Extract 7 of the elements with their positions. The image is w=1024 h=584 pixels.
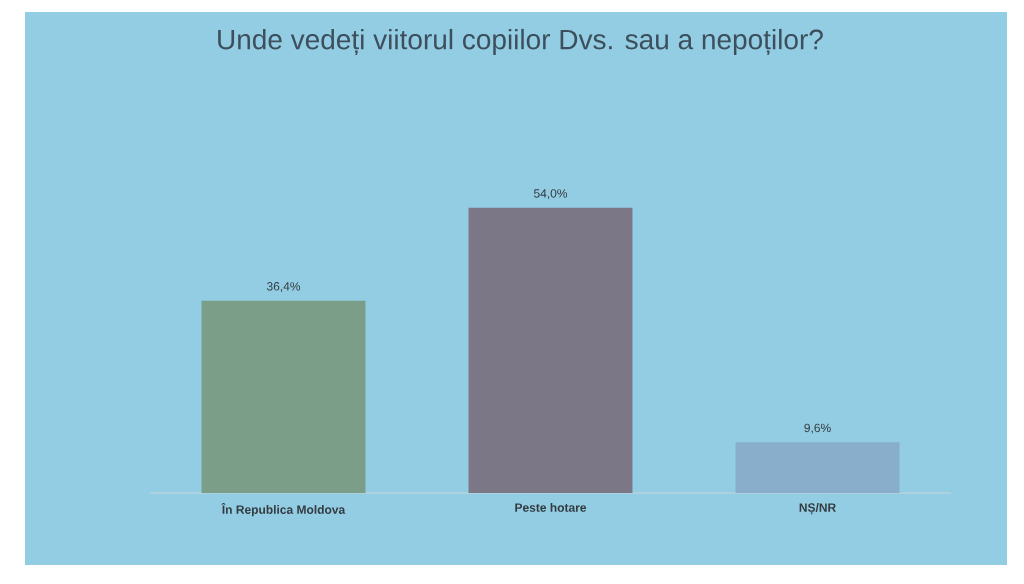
x-tick-label: Peste hotare [515, 503, 587, 512]
x-tick-label: În Republica Moldova [221, 503, 346, 517]
chart-title: Unde vedeți viitorul copiilor Dvs. sau a nepoților? [218, 28, 823, 56]
data-label: 9,6% [804, 423, 831, 434]
data-label: 36,4% [266, 282, 301, 293]
x-tick-label: NȘ/NR [799, 503, 836, 515]
data-label: 54,0% [533, 189, 568, 200]
